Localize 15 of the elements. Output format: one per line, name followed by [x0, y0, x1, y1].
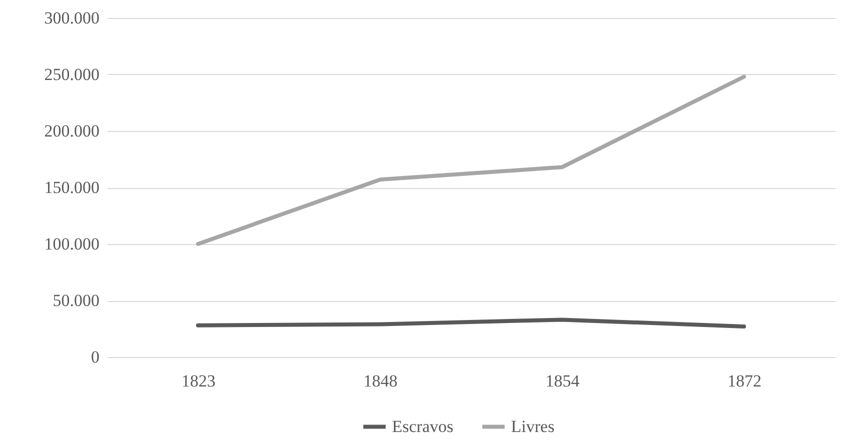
line-series	[196, 318, 746, 328]
y-tick-label: 50.000	[52, 291, 100, 310]
x-tick-label: 1872	[728, 372, 762, 390]
legend-label: Livres	[511, 416, 554, 436]
legend-label: Escravos	[392, 416, 454, 436]
y-tick-label: 150.000	[44, 178, 100, 197]
x-tick-label: 1823	[182, 372, 216, 390]
y-tick-label: 100.000	[44, 234, 100, 254]
x-tick-label: 1848	[364, 372, 398, 390]
y-tick-label: 0	[91, 348, 100, 366]
y-tick-label: 200.000	[44, 122, 100, 140]
x-tick-label: 1854	[546, 372, 580, 390]
line-series	[196, 74, 746, 246]
y-tick-label: 300.000	[44, 8, 100, 28]
y-tick-label: 250.000	[44, 65, 100, 84]
